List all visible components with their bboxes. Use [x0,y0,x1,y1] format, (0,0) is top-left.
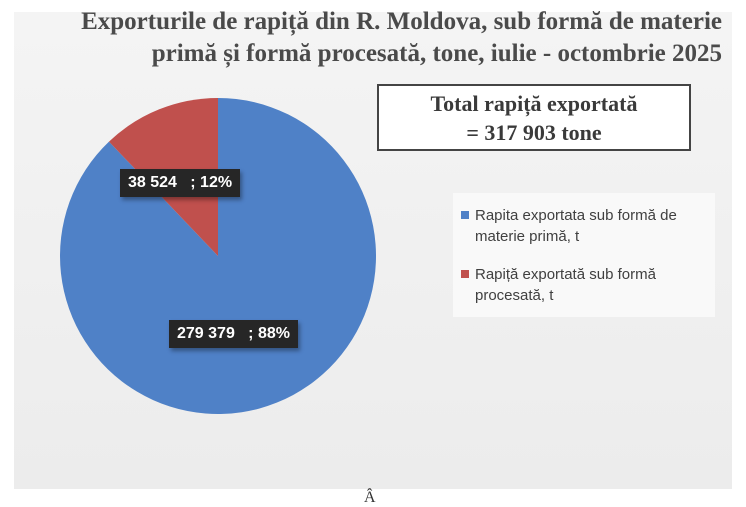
legend-label-procesata: Rapiță exportată sub formă procesată, t [475,266,656,304]
legend: Rapita exportata sub formă de materie pr… [453,193,715,317]
total-annotation-box: Total rapiță exportată = 317 903 tone [377,84,691,151]
footer-mark: Â [364,489,376,506]
legend-swatch-procesata [461,270,469,278]
data-label-procesata: 38 524 ; 12% [120,169,241,197]
data-label-materie-prima: 279 379 ; 88% [169,320,298,348]
legend-item-materie-prima: Rapita exportata sub formă de materie pr… [461,205,715,247]
chart-title: Exporturile de rapiță din R. Moldova, su… [81,8,722,67]
total-annotation-line-1: Total rapiță exportată [430,90,638,116]
pie-slice-materie-prima [60,98,377,414]
total-annotation-line-2: = 317 903 tone [466,119,602,145]
legend-swatch-materie-prima [461,211,469,219]
legend-label-materie-prima: Rapita exportata sub formă de materie pr… [475,207,677,245]
legend-item-procesata: Rapiță exportată sub formă procesată, t [461,264,715,306]
